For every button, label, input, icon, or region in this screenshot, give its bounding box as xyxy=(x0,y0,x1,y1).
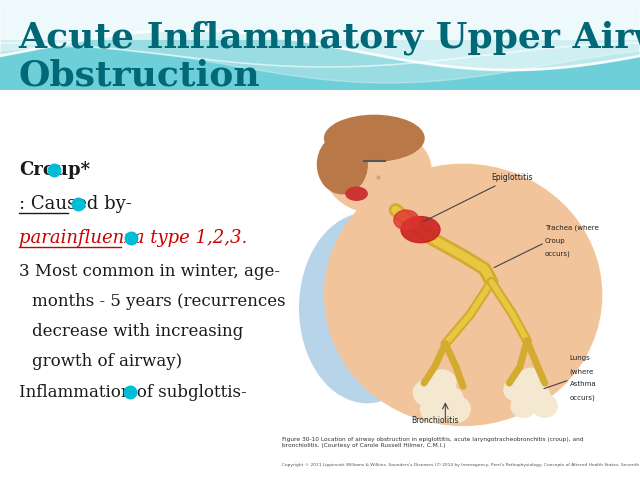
FancyBboxPatch shape xyxy=(0,0,640,40)
Text: decrease with increasing: decrease with increasing xyxy=(32,323,243,340)
Ellipse shape xyxy=(324,164,602,425)
Text: parainfluenza type 1,2,3.: parainfluenza type 1,2,3. xyxy=(19,228,248,247)
Text: Trachea (where: Trachea (where xyxy=(545,225,598,231)
Text: growth of airway): growth of airway) xyxy=(32,353,182,371)
Text: occurs): occurs) xyxy=(570,395,595,401)
Ellipse shape xyxy=(324,115,424,161)
Circle shape xyxy=(442,396,470,422)
Circle shape xyxy=(532,395,557,417)
Text: occurs): occurs) xyxy=(545,251,570,257)
Text: Inflammation of subglottis-: Inflammation of subglottis- xyxy=(19,384,247,401)
Text: 3 Most common in winter, age-: 3 Most common in winter, age- xyxy=(19,263,280,280)
Text: : Caused by-: : Caused by- xyxy=(19,195,132,213)
Text: Lungs: Lungs xyxy=(570,355,591,361)
Text: Croup*: Croup* xyxy=(19,161,90,180)
FancyBboxPatch shape xyxy=(0,0,640,90)
Circle shape xyxy=(420,396,449,422)
Ellipse shape xyxy=(300,213,435,403)
Circle shape xyxy=(435,386,463,412)
Text: Bronchiolitis: Bronchiolitis xyxy=(411,417,458,425)
Text: Obstruction: Obstruction xyxy=(18,58,260,92)
Ellipse shape xyxy=(346,187,367,200)
Text: Figure 30-10 Location of airway obstruction in epiglottitis, acute laryngotrache: Figure 30-10 Location of airway obstruct… xyxy=(282,437,584,447)
Circle shape xyxy=(413,380,442,406)
Ellipse shape xyxy=(324,129,431,213)
Text: Asthma: Asthma xyxy=(570,381,596,387)
Text: Acute Inflammatory Upper Airway: Acute Inflammatory Upper Airway xyxy=(18,21,640,55)
Circle shape xyxy=(518,368,543,391)
Text: Croup: Croup xyxy=(545,238,565,244)
Circle shape xyxy=(504,378,529,401)
Circle shape xyxy=(525,384,550,408)
Circle shape xyxy=(511,395,536,417)
Ellipse shape xyxy=(317,135,367,194)
Ellipse shape xyxy=(394,210,419,229)
FancyBboxPatch shape xyxy=(381,180,424,220)
Text: (where: (where xyxy=(570,368,594,375)
Text: months - 5 years (recurrences: months - 5 years (recurrences xyxy=(32,293,285,310)
Ellipse shape xyxy=(401,216,440,243)
Circle shape xyxy=(428,370,456,396)
Text: Copyright © 2011 Lippincott Williams & Wilkins. Saunders's Diseases (7) 2014 by : Copyright © 2011 Lippincott Williams & W… xyxy=(282,463,640,467)
Text: Epiglottitis: Epiglottitis xyxy=(423,173,533,222)
